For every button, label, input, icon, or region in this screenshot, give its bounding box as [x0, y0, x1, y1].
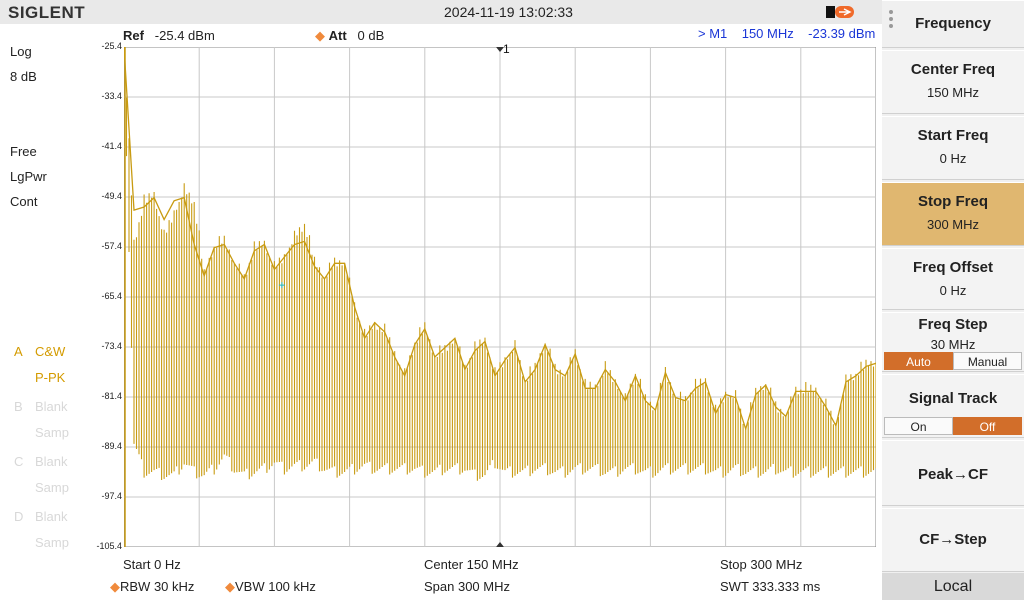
center-freq-label: Center Freq [910, 61, 996, 78]
trigger-mode: Free [10, 144, 37, 159]
diamond-icon: ◆ [315, 28, 325, 43]
y-tick-label: -89.4 [101, 441, 122, 451]
att-label: Att [328, 28, 347, 43]
trace-a-detector: P-PK [35, 370, 66, 385]
freq-step-manual-option[interactable]: Manual [953, 352, 1022, 370]
sweep-time-readout: SWT 333.333 ms [720, 579, 821, 594]
rbw-readout[interactable]: ◆RBW 30 kHz [110, 579, 194, 595]
trace-d-letter[interactable]: D [14, 509, 24, 524]
signal-track-key[interactable]: Signal Track On Off [882, 374, 1024, 438]
signal-track-label: Signal Track [908, 390, 998, 407]
trace-a-envelope [124, 47, 876, 432]
y-tick-label: -41.4 [101, 141, 122, 151]
freq-step-key[interactable]: Freq Step 30 MHz Auto Manual [882, 312, 1024, 372]
ref-level[interactable]: Ref -25.4 dBm [123, 28, 215, 43]
trace-b-detector: Samp [35, 425, 69, 440]
trace-c-detector: Samp [35, 480, 69, 495]
trace-b-letter[interactable]: B [14, 399, 23, 414]
sweep-mode: Cont [10, 194, 38, 209]
marker-1-label: 1 [503, 42, 510, 56]
freq-offset-key[interactable]: Freq Offset 0 Hz [882, 248, 1024, 310]
center-freq-value: 150 MHz [926, 85, 980, 100]
local-button[interactable]: Local [882, 573, 1024, 600]
start-freq-value: 0 Hz [939, 151, 967, 166]
diamond-icon: ◆ [225, 579, 235, 594]
y-tick-label: -73.4 [101, 341, 122, 351]
marker-1-top-indicator [496, 47, 504, 52]
start-freq-key[interactable]: Start Freq 0 Hz [882, 116, 1024, 180]
scale-type: Log [10, 44, 32, 59]
trace-a-letter[interactable]: A [14, 344, 23, 359]
menu-title: Frequency [915, 15, 991, 32]
cf-to-step-key[interactable]: CF→Step [882, 508, 1024, 572]
signal-track-on-option[interactable]: On [884, 417, 953, 435]
diamond-icon: ◆ [110, 579, 120, 594]
marker-1-bottom-indicator [496, 542, 504, 547]
y-tick-label: -49.4 [101, 191, 122, 201]
signal-track-toggle[interactable]: On Off [884, 417, 1022, 435]
scale-div: 8 dB [10, 69, 37, 84]
center-freq-readout: Center 150 MHz [424, 557, 519, 572]
trace-c-mode: Blank [35, 454, 68, 469]
y-tick-label: -105.4 [96, 541, 122, 551]
usb-icon [826, 6, 854, 18]
freq-step-toggle[interactable]: Auto Manual [884, 352, 1022, 370]
ref-label: Ref [123, 28, 144, 43]
peak-to-cf-label: Peak→CF [917, 466, 989, 483]
stop-freq-value: 300 MHz [926, 217, 980, 232]
trace-b-mode: Blank [35, 399, 68, 414]
menu-header: Frequency [882, 0, 1024, 48]
y-tick-label: -33.4 [101, 91, 122, 101]
detector: LgPwr [10, 169, 47, 184]
vbw-readout[interactable]: ◆VBW 100 kHz [225, 579, 316, 595]
marker-layer [278, 47, 504, 547]
cursor-crosshair [278, 282, 285, 289]
y-tick-label: -57.4 [101, 241, 122, 251]
trace-a-lines [125, 97, 876, 481]
trace-d-detector: Samp [35, 535, 69, 550]
ref-value: -25.4 dBm [154, 28, 215, 43]
stop-freq-key[interactable]: Stop Freq 300 MHz [882, 182, 1024, 246]
status-bar [0, 0, 882, 24]
center-freq-key[interactable]: Center Freq 150 MHz [882, 50, 1024, 114]
spectrum-plot[interactable] [124, 47, 876, 547]
marker-readout: > M1 150 MHz -23.39 dBm [698, 26, 876, 41]
datetime: 2024-11-19 13:02:33 [444, 4, 573, 20]
cf-to-step-label: CF→Step [919, 531, 987, 548]
y-tick-label: -65.4 [101, 291, 122, 301]
brand-logo: SIGLENT [8, 3, 86, 22]
trace-a-mode: C&W [35, 344, 66, 359]
vbw-text: VBW 100 kHz [235, 579, 316, 594]
softkey-panel: Frequency Center Freq 150 MHz Start Freq… [882, 0, 1024, 600]
freq-offset-label: Freq Offset [912, 259, 993, 276]
peak-to-cf-key[interactable]: Peak→CF [882, 440, 1024, 506]
signal-track-off-option[interactable]: Off [953, 417, 1022, 435]
freq-offset-value: 0 Hz [939, 283, 967, 298]
att-value: 0 dB [357, 28, 385, 43]
y-tick-label: -81.4 [101, 391, 122, 401]
stop-freq-label: Stop Freq [918, 193, 988, 210]
span-readout: Span 300 MHz [424, 579, 510, 594]
stop-freq-readout: Stop 300 MHz [720, 557, 803, 572]
trace-a [124, 47, 876, 547]
y-tick-label: -97.4 [101, 491, 122, 501]
attenuation[interactable]: ◆ Att 0 dB [315, 28, 384, 44]
start-freq-readout: Start 0 Hz [123, 557, 181, 572]
trace-d-mode: Blank [35, 509, 68, 524]
freq-step-label: Freq Step [918, 316, 988, 333]
y-tick-label: -25.4 [101, 41, 122, 51]
freq-step-value: 30 MHz [930, 337, 976, 352]
trace-c-letter[interactable]: C [14, 454, 24, 469]
rbw-text: RBW 30 kHz [120, 579, 195, 594]
freq-step-auto-option[interactable]: Auto [884, 352, 953, 370]
menu-grip-icon [889, 10, 893, 28]
start-freq-label: Start Freq [917, 127, 989, 144]
